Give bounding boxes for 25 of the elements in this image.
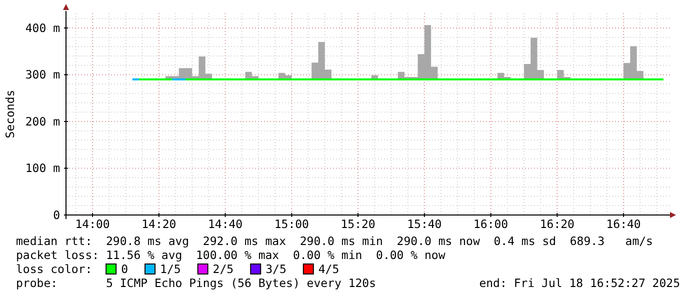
text: packet loss: 11.56 % avg 100.00 % max 0.00 % min 0.00 % now (16, 248, 446, 262)
legend-label: 2/5 (212, 262, 234, 276)
x-tick-label: 14:20 (142, 217, 176, 231)
y-axis-title: Seconds (3, 90, 17, 138)
y-tick-label: 100 m (25, 161, 60, 176)
x-tick-label: 16:00 (473, 217, 508, 231)
x-tick-label: 15:00 (274, 217, 310, 231)
x-tick-label: 15:20 (340, 217, 376, 231)
y-tick-label: 0 (53, 208, 60, 222)
x-tick-label: 16:40 (606, 217, 641, 231)
x-tick-label: 14:40 (208, 217, 243, 231)
y-tick-label: 200 m (25, 114, 60, 128)
y-tick-label: 300 m (25, 68, 60, 82)
legend-label: 0 (121, 262, 128, 276)
text: end: Fri Jul 18 16:52:27 2025 (479, 276, 680, 290)
legend-label: 3/5 (266, 262, 286, 276)
legend-title: loss color: (16, 262, 92, 276)
legend-label: 1/5 (160, 262, 181, 276)
x-tick-label: 15:40 (407, 217, 442, 231)
text: probe: 5 ICMP Echo Pings (56 Bytes) every 120s (16, 276, 376, 290)
text: median rtt: 290.8 ms avg 292.0 ms max 290.0 ms min 290.0 ms now 0.4 ms sd 689.3 am/s (16, 234, 653, 248)
x-tick-label: 14:00 (75, 217, 110, 231)
y-tick-label: 400 m (25, 20, 60, 35)
legend-label: 4/5 (318, 262, 340, 276)
x-tick-label: 16:20 (540, 217, 575, 231)
